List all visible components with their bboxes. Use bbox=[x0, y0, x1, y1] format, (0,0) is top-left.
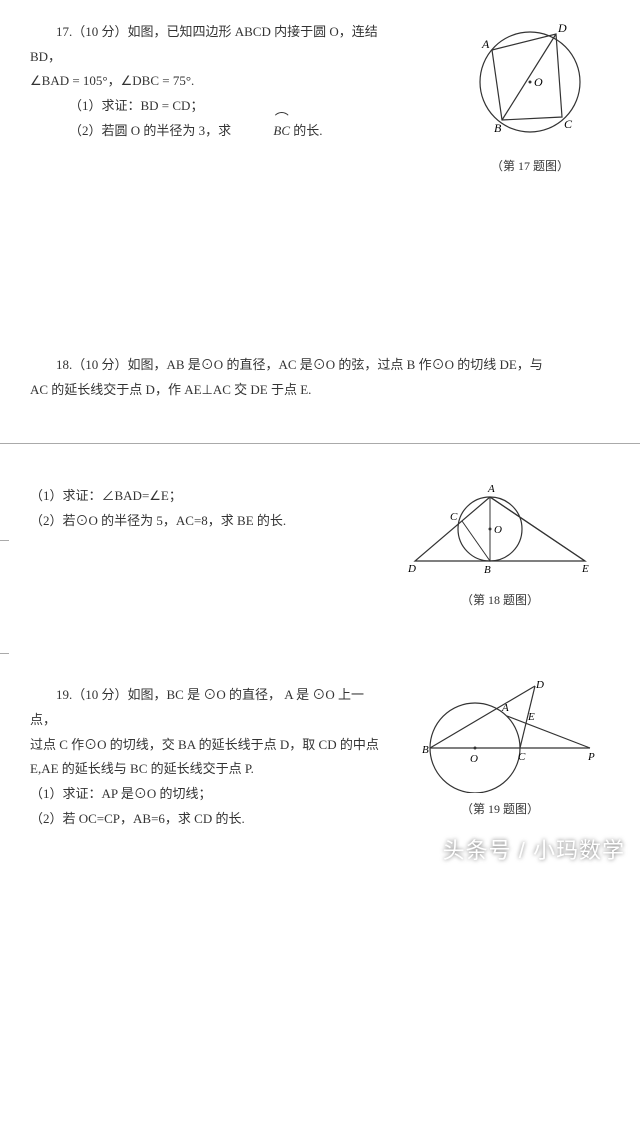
svg-text:E: E bbox=[527, 711, 535, 723]
q17-part2: （2）若圆 O 的半径为 3，求 BC 的长. bbox=[30, 119, 410, 144]
circle-diagram-19-icon: B C A D E O P bbox=[400, 678, 600, 793]
arc-bc: BC bbox=[234, 119, 290, 144]
figure-17: A D B C O （第 17 题图） bbox=[460, 20, 600, 178]
q18-part2: （2）若⊙O 的半径为 5，AC=8，求 BE 的长. bbox=[30, 509, 410, 534]
svg-text:O: O bbox=[534, 75, 543, 89]
q17-part1: （1）求证：BD = CD； bbox=[30, 94, 410, 119]
svg-text:B: B bbox=[494, 121, 502, 135]
svg-text:O: O bbox=[470, 753, 478, 765]
figure-19-caption: （第 19 题图） bbox=[400, 798, 600, 821]
svg-text:B: B bbox=[484, 564, 491, 576]
q17-line2: ∠BAD = 105°，∠DBC = 75°. bbox=[30, 69, 410, 94]
problem-17: 17.（10 分）如图，已知四边形 ABCD 内接于圆 O，连结 BD， ∠BA… bbox=[30, 20, 610, 143]
svg-text:O: O bbox=[494, 524, 502, 536]
svg-text:B: B bbox=[422, 744, 429, 756]
svg-text:C: C bbox=[450, 511, 458, 523]
svg-text:A: A bbox=[481, 37, 490, 51]
figure-18-caption: （第 18 题图） bbox=[400, 589, 600, 612]
svg-text:D: D bbox=[557, 21, 567, 35]
q19-line2: 过点 C 作⊙O 的切线，交 BA 的延长线于点 D，取 CD 的中点 bbox=[30, 733, 380, 758]
problem-17-text: 17.（10 分）如图，已知四边形 ABCD 内接于圆 O，连结 BD， ∠BA… bbox=[30, 20, 410, 143]
problem-19-text: 19.（10 分）如图，BC 是 ⊙O 的直径， A 是 ⊙O 上一点， 过点 … bbox=[30, 683, 380, 831]
figure-19: B C A D E O P （第 19 题图） bbox=[400, 678, 600, 821]
page-break bbox=[0, 443, 640, 444]
svg-text:C: C bbox=[564, 117, 573, 131]
svg-text:P: P bbox=[587, 751, 595, 763]
svg-text:C: C bbox=[518, 751, 526, 763]
svg-text:D: D bbox=[535, 679, 544, 691]
problem-18-text: 18.（10 分）如图，AB 是⊙O 的直径，AC 是⊙O 的弦，过点 B 作⊙… bbox=[30, 353, 610, 402]
svg-text:A: A bbox=[487, 483, 495, 495]
problem-18-parts: （1）求证：∠BAD=∠E； （2）若⊙O 的半径为 5，AC=8，求 BE 的… bbox=[30, 484, 410, 533]
q19-line3: E,AE 的延长线与 BC 的延长线交于点 P. bbox=[30, 757, 380, 782]
figure-17-caption: （第 17 题图） bbox=[460, 155, 600, 178]
figure-18: A B C D E O （第 18 题图） bbox=[400, 474, 600, 612]
q18-header: 18.（10 分）如图，AB 是⊙O 的直径，AC 是⊙O 的弦，过点 B 作⊙… bbox=[30, 353, 610, 378]
q19-part1: （1）求证：AP 是⊙O 的切线； bbox=[30, 782, 380, 807]
problem-19: 19.（10 分）如图，BC 是 ⊙O 的直径， A 是 ⊙O 上一点， 过点 … bbox=[30, 683, 610, 831]
problem-18-intro: 18.（10 分）如图，AB 是⊙O 的直径，AC 是⊙O 的弦，过点 B 作⊙… bbox=[30, 353, 610, 402]
q19-header: 19.（10 分）如图，BC 是 ⊙O 的直径， A 是 ⊙O 上一点， bbox=[30, 683, 380, 732]
problem-18-body: （1）求证：∠BAD=∠E； （2）若⊙O 的半径为 5，AC=8，求 BE 的… bbox=[30, 484, 610, 533]
q18-part1: （1）求证：∠BAD=∠E； bbox=[30, 484, 410, 509]
svg-text:D: D bbox=[407, 563, 416, 575]
circle-diagram-17-icon: A D B C O bbox=[460, 20, 600, 150]
circle-diagram-18-icon: A B C D E O bbox=[400, 474, 600, 584]
q18-line2: AC 的延长线交于点 D，作 AE⊥AC 交 DE 于点 E. bbox=[30, 378, 610, 403]
svg-text:E: E bbox=[581, 563, 589, 575]
svg-text:A: A bbox=[501, 702, 509, 714]
watermark: 头条号 / 小玛数学 bbox=[443, 830, 625, 872]
q19-part2: （2）若 OC=CP，AB=6，求 CD 的长. bbox=[30, 807, 380, 832]
q17-header: 17.（10 分）如图，已知四边形 ABCD 内接于圆 O，连结 BD， bbox=[30, 20, 410, 69]
